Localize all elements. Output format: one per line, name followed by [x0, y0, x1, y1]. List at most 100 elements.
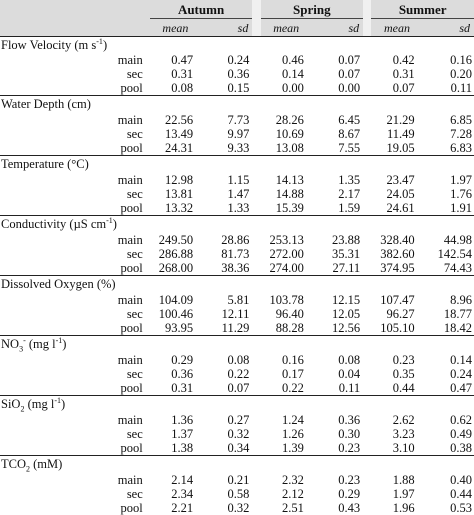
gap-cell [252, 233, 260, 247]
gap-cell [363, 81, 371, 96]
sd-value: 23.88 [332, 232, 361, 247]
site-label: main [117, 232, 143, 247]
table-row: sec 13.49 9.97 10.69 8.67 11.49 7.28 [0, 127, 474, 141]
sd-value: 0.49 [450, 426, 472, 441]
mean-value: 0.42 [392, 52, 415, 67]
subscript: 2 [26, 464, 30, 474]
gap-cell [363, 247, 371, 261]
table-row: pool 13.32 1.33 15.39 1.59 24.61 1.91 [0, 201, 474, 216]
superscript: - [23, 336, 26, 346]
mean-header: mean [371, 18, 423, 37]
table-row: pool 93.95 11.29 88.28 12.56 105.10 18.42 [0, 321, 474, 336]
sd-value: 0.08 [338, 352, 361, 367]
variable-title-row: Flow Velocity (m s-1) [0, 36, 474, 54]
variable-title-row: NO3- (mg l-1) [0, 335, 474, 354]
sd-value: 11.29 [221, 320, 250, 335]
gap-cell [363, 113, 371, 127]
mean-value: 1.36 [171, 412, 194, 427]
label-text: Dissolved Oxygen (%) [1, 277, 116, 292]
table-row: pool 0.31 0.07 0.22 0.11 0.44 0.47 [0, 381, 474, 396]
sd-value: 0.32 [227, 500, 250, 515]
site-label: main [117, 172, 143, 187]
label-text: Flow Velocity (m s [1, 37, 97, 52]
mean-header: mean [260, 18, 312, 37]
table-row: main 2.14 0.21 2.32 0.23 1.88 0.40 [0, 473, 474, 487]
mean-value: 107.47 [380, 292, 415, 307]
mean-value: 328.40 [380, 232, 415, 247]
label-text: NO [1, 337, 20, 352]
mean-value: 0.31 [171, 66, 194, 81]
gap-cell [252, 473, 260, 487]
table-row: pool 0.08 0.15 0.00 0.00 0.07 0.11 [0, 81, 474, 96]
mean-value: 274.00 [269, 260, 304, 275]
sd-value: 0.43 [338, 500, 361, 515]
table-row: main 12.98 1.15 14.13 1.35 23.47 1.97 [0, 173, 474, 187]
mean-value: 13.08 [275, 140, 304, 155]
mean-value: 28.26 [275, 112, 304, 127]
mean-value: 14.88 [275, 186, 304, 201]
sd-value: 74.43 [443, 260, 472, 275]
sd-value: 27.11 [332, 260, 361, 275]
mean-value: 0.47 [171, 52, 194, 67]
gap-cell [252, 307, 260, 321]
site-label: pool [120, 140, 143, 155]
gap-cell [252, 487, 260, 501]
gap-cell [363, 413, 371, 427]
mean-value: 12.98 [164, 172, 194, 187]
mean-value: 24.31 [164, 140, 194, 155]
mean-value: 0.16 [281, 352, 304, 367]
sd-value: 28.86 [221, 232, 250, 247]
sd-value: 6.45 [338, 112, 361, 127]
sd-header: sd [422, 18, 474, 37]
sd-value: 12.05 [332, 306, 361, 321]
mean-value: 0.31 [171, 380, 194, 395]
sd-value: 12.11 [221, 306, 250, 321]
gap-cell [252, 367, 260, 381]
site-label: pool [120, 320, 143, 335]
sd-value: 0.11 [338, 380, 361, 395]
site-label: main [117, 112, 143, 127]
variable-name: NO3- (mg l-1) [0, 336, 474, 354]
header-gap [252, 18, 261, 37]
mean-value: 1.24 [281, 412, 304, 427]
variable-name: Temperature (°C) [0, 156, 474, 174]
gap-cell [363, 321, 371, 336]
variable-title-row: Water Depth (cm) [0, 95, 474, 114]
site-label: sec [126, 426, 143, 441]
sd-value: 0.24 [450, 366, 472, 381]
gap-cell [363, 233, 371, 247]
mean-value: 0.35 [392, 366, 415, 381]
mean-value: 268.00 [158, 260, 194, 275]
sd-value: 0.20 [450, 66, 472, 81]
sd-value: 6.85 [450, 112, 472, 127]
mean-value: 13.81 [164, 186, 194, 201]
table-row: main 249.50 28.86 253.13 23.88 328.40 44.98 [0, 233, 474, 247]
sd-value: 0.07 [227, 380, 250, 395]
mean-value: 0.22 [281, 380, 304, 395]
sd-value: 0.27 [227, 412, 250, 427]
site-label: pool [120, 260, 143, 275]
sd-value: 0.58 [227, 486, 250, 501]
subscript: 3 [19, 344, 24, 354]
sd-value: 0.08 [227, 352, 250, 367]
sd-value: 0.14 [450, 352, 472, 367]
sd-value: 12.15 [332, 292, 361, 307]
sd-value: 1.59 [338, 200, 361, 215]
gap-cell [363, 67, 371, 81]
site-label: sec [126, 366, 143, 381]
sd-value: 44.98 [443, 232, 472, 247]
gap-cell [252, 261, 260, 276]
sd-value: 0.11 [450, 80, 472, 95]
sd-value: 0.29 [338, 486, 361, 501]
sd-header: sd [311, 18, 364, 37]
gap-cell [363, 127, 371, 141]
sd-value: 1.47 [227, 186, 250, 201]
table-row: pool 2.21 0.32 2.51 0.43 1.96 0.53 [0, 501, 474, 515]
mean-value: 286.88 [158, 246, 194, 261]
mean-value: 0.00 [281, 80, 304, 95]
sd-value: 0.47 [450, 380, 472, 395]
header-gap [363, 18, 372, 37]
sd-value: 1.35 [338, 172, 361, 187]
sd-value: 0.32 [227, 426, 250, 441]
